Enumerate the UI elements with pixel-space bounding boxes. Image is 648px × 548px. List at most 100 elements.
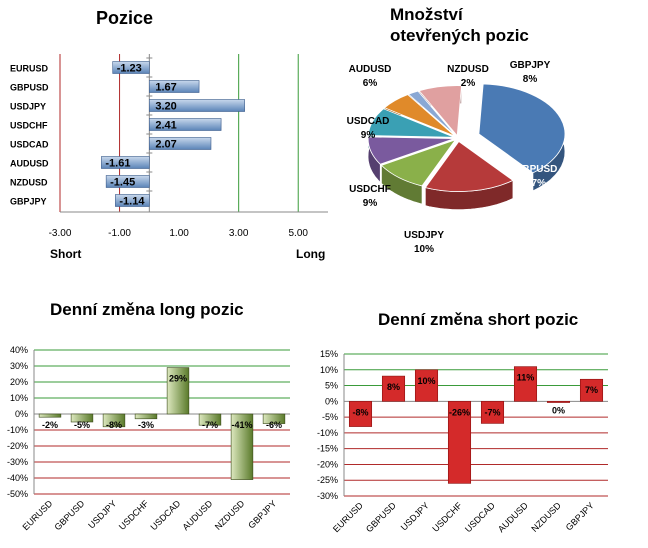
category-label: AUDUSD — [180, 498, 214, 532]
bar — [112, 61, 150, 74]
category-label: USDCHF — [117, 498, 151, 532]
bar — [105, 175, 150, 188]
bar — [101, 156, 150, 169]
pie-percent-label: 6% — [363, 78, 378, 89]
x-tick-label: -1.00 — [108, 228, 131, 239]
y-tick-label: -20% — [7, 441, 28, 451]
open-amount-title-line1: Množství — [390, 5, 463, 24]
y-tick-label: -15% — [317, 444, 338, 454]
bar-value-label: -3% — [138, 420, 154, 430]
bar — [198, 413, 222, 426]
pie-slice — [380, 139, 457, 187]
y-tick-label: 30% — [10, 361, 28, 371]
category-label: EURUSD — [331, 500, 365, 534]
pie-slice — [424, 141, 514, 192]
bar — [115, 194, 150, 207]
pie-percent-label: 10% — [414, 244, 434, 255]
category-label: GBPJPY — [246, 498, 278, 530]
y-tick-label: -50% — [7, 489, 28, 499]
bar-value-label: -1.14 — [119, 196, 145, 208]
y-tick-label: 0% — [15, 409, 28, 419]
y-tick-label: -10% — [7, 425, 28, 435]
bar — [134, 413, 158, 420]
pie-percent-label: 38% — [568, 118, 588, 129]
bar-value-label: -6% — [266, 420, 282, 430]
category-label: AUDUSD — [496, 500, 530, 534]
x-tick-label: -3.00 — [49, 228, 72, 239]
pie-slice — [418, 85, 462, 137]
category-label: AUDUSD — [10, 159, 49, 169]
category-label: GBPUSD — [52, 498, 86, 532]
x-tick-label: 1.00 — [169, 228, 189, 239]
pie-label: USDJPY — [404, 230, 444, 241]
positions-panel: Pozice EURUSD -1.23 GBPUSD 1.67 USDJPY 3.20 US… — [0, 0, 340, 280]
pie-slice — [367, 108, 455, 138]
pie-label: NZDUSD — [447, 64, 489, 75]
category-label: GBPJPY — [564, 500, 596, 532]
bar-value-label: 2.41 — [155, 120, 176, 132]
y-tick-label: -30% — [7, 457, 28, 467]
bar-value-label: 2.07 — [155, 139, 176, 151]
bar-value-label: -7% — [202, 420, 218, 430]
open-amount-title-line2: otevřených pozic — [390, 26, 529, 45]
bar-value-label: 7% — [585, 385, 598, 395]
pie-label: GBPUSD — [515, 164, 558, 175]
bar-value-label: -1.45 — [110, 177, 135, 189]
y-tick-label: 15% — [320, 349, 338, 359]
pie-slice — [367, 136, 455, 165]
bar-value-label: -26% — [449, 407, 470, 417]
bar-value-label: -2% — [42, 420, 58, 430]
bar — [166, 367, 190, 415]
bar — [70, 413, 94, 423]
bar-value-label: -5% — [74, 420, 90, 430]
pie-slice — [478, 83, 566, 174]
bar-value-label: 3.20 — [155, 101, 176, 113]
category-label: NZDUSD — [10, 178, 48, 188]
positions-title: Pozice — [96, 8, 154, 28]
pie-percent-label: 2% — [461, 78, 476, 89]
bar — [262, 413, 286, 424]
category-label: NZDUSD — [213, 498, 247, 532]
short-label: Short — [50, 247, 81, 261]
pie-percent-label: 8% — [523, 74, 538, 85]
bar — [480, 401, 505, 424]
y-tick-label: 40% — [10, 345, 28, 355]
y-tick-label: 0% — [325, 396, 338, 406]
y-tick-label: 5% — [325, 381, 338, 391]
category-label: GBPUSD — [10, 83, 49, 93]
y-tick-label: -20% — [317, 459, 338, 469]
category-label: GBPJPY — [10, 197, 47, 207]
bar-value-label: 0% — [552, 405, 565, 415]
bar-value-label: -7% — [484, 407, 500, 417]
category-label: USDCAD — [148, 498, 182, 532]
open-amount-panel: Množství otevřených pozic EURUSD 38% GBPUS… — [340, 0, 648, 280]
daily-long-panel: Denní změna long pozic -50% -40% -30% -20% -… — [0, 290, 300, 548]
daily-short-title: Denní změna short pozic — [378, 310, 579, 329]
bar-value-label: -8% — [352, 407, 368, 417]
bar-value-label: 11% — [517, 373, 535, 383]
pie-percent-label: 17% — [526, 178, 546, 189]
bar — [102, 413, 126, 428]
bar — [579, 378, 604, 402]
pie-label: USDCHF — [349, 184, 391, 195]
x-tick-label: 3.00 — [229, 228, 249, 239]
bar — [230, 413, 254, 480]
y-tick-label: 10% — [320, 365, 338, 375]
category-label: NZDUSD — [529, 500, 563, 534]
bar-value-label: 29% — [169, 374, 187, 384]
bar-value-label: -1.23 — [117, 63, 142, 75]
category-label: USDJPY — [86, 498, 118, 530]
positions-chart: EURUSD -1.23 GBPUSD 1.67 USDJPY 3.20 USDCHF 2.4… — [10, 54, 328, 261]
category-label: USDJPY — [399, 500, 431, 532]
bar — [381, 375, 406, 402]
daily-short-chart: -30% -25% -20% -15% -10% -5% 0% 5% 10% 15% -8% EURU… — [317, 349, 608, 534]
category-label: USDCHF — [10, 121, 48, 131]
y-tick-label: -25% — [317, 475, 338, 485]
bar — [447, 401, 472, 484]
bar-value-label: 8% — [387, 382, 400, 392]
pie-slice — [407, 90, 457, 137]
y-tick-label: -5% — [322, 412, 338, 422]
bar-value-label: 10% — [417, 376, 435, 386]
bar-value-label: 1.67 — [155, 82, 176, 94]
daily-long-title: Denní změna long pozic — [50, 300, 244, 319]
